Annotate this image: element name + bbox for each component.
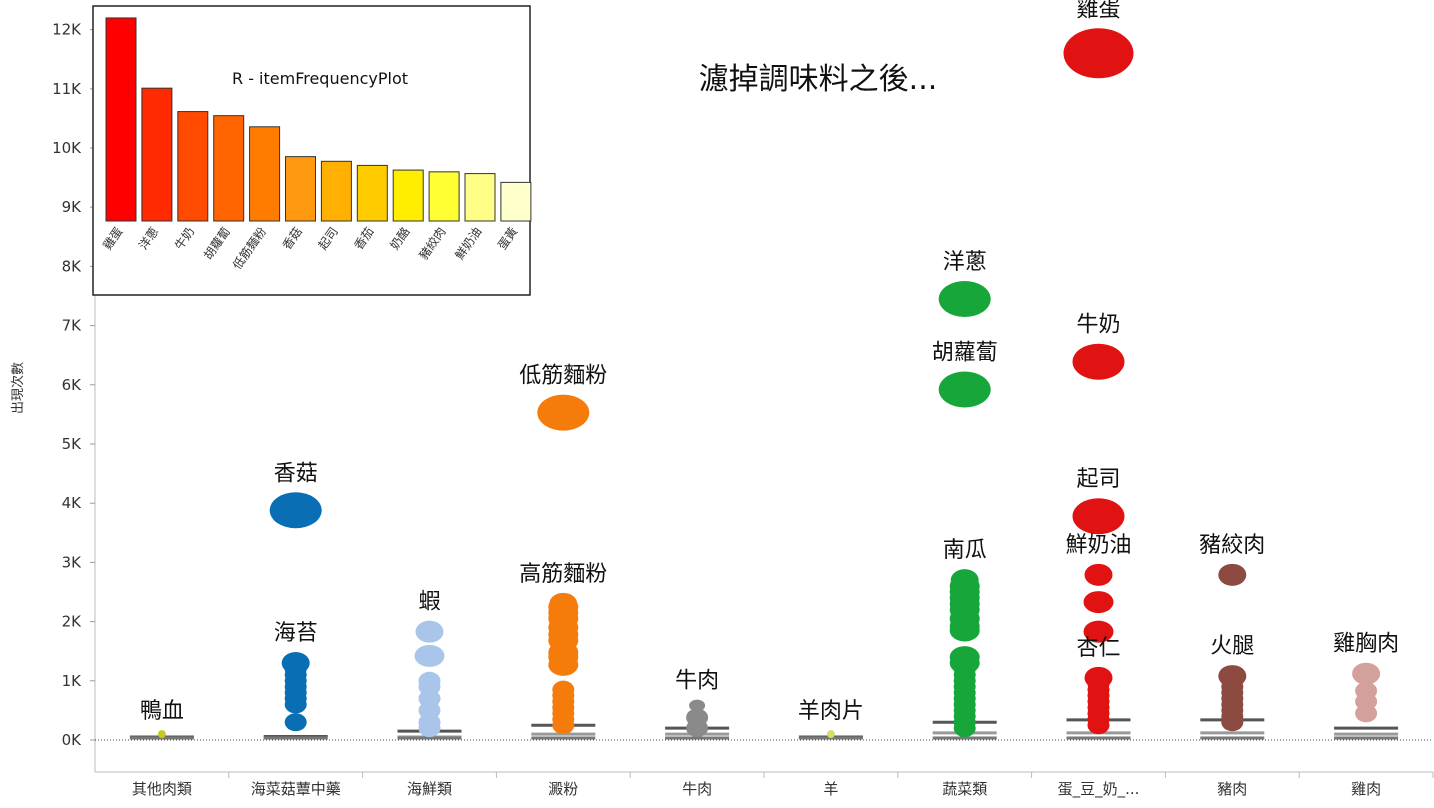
y-tick-label: 7K xyxy=(62,317,83,335)
data-point-labeled xyxy=(1072,498,1125,535)
data-point-labeled xyxy=(1218,665,1247,688)
data-label: 火腿 xyxy=(1210,634,1254,659)
data-point-labeled xyxy=(950,569,979,592)
data-point-labeled xyxy=(537,394,590,431)
data-label: 低筋麵粉 xyxy=(519,364,607,389)
inset-bar xyxy=(285,156,316,222)
inset-bar xyxy=(177,111,209,222)
data-label: 鴨血 xyxy=(140,699,184,724)
y-tick-label: 2K xyxy=(62,613,83,631)
data-point xyxy=(686,719,709,738)
data-label: 牛奶 xyxy=(1076,313,1120,338)
data-point-labeled xyxy=(281,652,310,675)
y-tick-label: 5K xyxy=(62,435,83,453)
y-tick-label: 10K xyxy=(52,139,82,157)
inset-bar xyxy=(320,160,352,222)
data-point xyxy=(1087,716,1110,735)
data-point-labeled xyxy=(415,620,444,643)
data-point-labeled xyxy=(1084,666,1113,689)
y-tick-label: 0K xyxy=(62,731,83,749)
y-tick-label: 12K xyxy=(52,21,82,39)
x-tick-label: 蛋_豆_奶_... xyxy=(1058,780,1140,799)
data-label: 起司 xyxy=(1076,467,1120,492)
x-tick-label: 牛肉 xyxy=(682,780,712,798)
y-axis-label: 出現次數 xyxy=(10,362,26,414)
data-label: 豬絞肉 xyxy=(1199,533,1265,558)
data-label: 胡蘿蔔 xyxy=(932,341,998,366)
data-point-labeled xyxy=(157,730,166,739)
inset-bar xyxy=(428,171,460,222)
data-point xyxy=(1083,620,1114,643)
x-tick-label: 海鮮類 xyxy=(407,780,452,798)
data-point xyxy=(548,653,579,676)
data-label: 羊肉片 xyxy=(798,699,864,724)
data-point xyxy=(418,719,441,738)
data-point-labeled xyxy=(1084,563,1113,586)
y-tick-label: 8K xyxy=(62,257,83,275)
x-tick-label: 澱粉 xyxy=(548,780,578,798)
data-point-labeled xyxy=(1218,563,1247,586)
x-tick-label: 海菜菇蕈中藥 xyxy=(251,780,341,798)
inset-bar xyxy=(356,164,388,222)
data-label: 牛肉 xyxy=(675,669,719,694)
data-point xyxy=(284,713,307,732)
data-point xyxy=(414,644,445,667)
x-tick-label: 蔬菜類 xyxy=(942,780,987,798)
data-point xyxy=(284,695,307,714)
data-point-labeled xyxy=(549,592,578,615)
data-point xyxy=(1355,704,1378,723)
data-point xyxy=(1221,713,1244,732)
x-tick-label: 雞肉 xyxy=(1351,780,1381,798)
inset-bar xyxy=(141,87,173,222)
data-label: 雞蛋 xyxy=(1076,0,1120,22)
y-tick-label: 11K xyxy=(52,80,82,98)
data-label: 香菇 xyxy=(274,461,318,486)
data-point xyxy=(1083,591,1114,614)
y-tick-label: 1K xyxy=(62,672,83,690)
chart-headline: 濾掉調味料之後... xyxy=(699,62,938,97)
data-point-labeled xyxy=(1063,28,1134,79)
data-label: 杏仁 xyxy=(1076,636,1120,661)
data-point-labeled xyxy=(826,730,835,739)
inset-bar xyxy=(464,173,496,222)
inset-bar xyxy=(105,17,137,222)
y-tick-label: 4K xyxy=(62,494,83,512)
data-point-labeled xyxy=(938,371,991,408)
inset-bar xyxy=(392,169,424,222)
data-label: 鮮奶油 xyxy=(1065,533,1131,558)
data-point-labeled xyxy=(1352,662,1381,685)
data-label: 海苔 xyxy=(274,621,318,646)
x-tick-label: 其他肉類 xyxy=(132,780,192,798)
data-point xyxy=(949,619,980,642)
inset-bar xyxy=(213,115,245,222)
inset-bar xyxy=(500,181,532,222)
y-tick-label: 3K xyxy=(62,553,83,571)
y-tick-label: 9K xyxy=(62,198,83,216)
x-tick-label: 豬肉 xyxy=(1217,780,1247,798)
data-point xyxy=(953,719,976,738)
inset-bar xyxy=(249,126,281,222)
data-label: 蝦 xyxy=(418,590,440,615)
inset-title: R - itemFrequencyPlot xyxy=(232,69,408,88)
data-label: 高筋麵粉 xyxy=(519,562,607,587)
data-point-labeled xyxy=(1072,343,1125,380)
data-label: 南瓜 xyxy=(943,538,987,563)
data-label: 雞胸肉 xyxy=(1333,632,1399,657)
x-tick-label: 羊 xyxy=(823,780,838,798)
data-point xyxy=(552,716,575,735)
data-point-labeled xyxy=(938,280,991,317)
data-label: 洋蔥 xyxy=(943,250,987,275)
data-point-labeled xyxy=(689,699,706,712)
y-tick-label: 6K xyxy=(62,376,83,394)
data-point-labeled xyxy=(269,492,322,529)
